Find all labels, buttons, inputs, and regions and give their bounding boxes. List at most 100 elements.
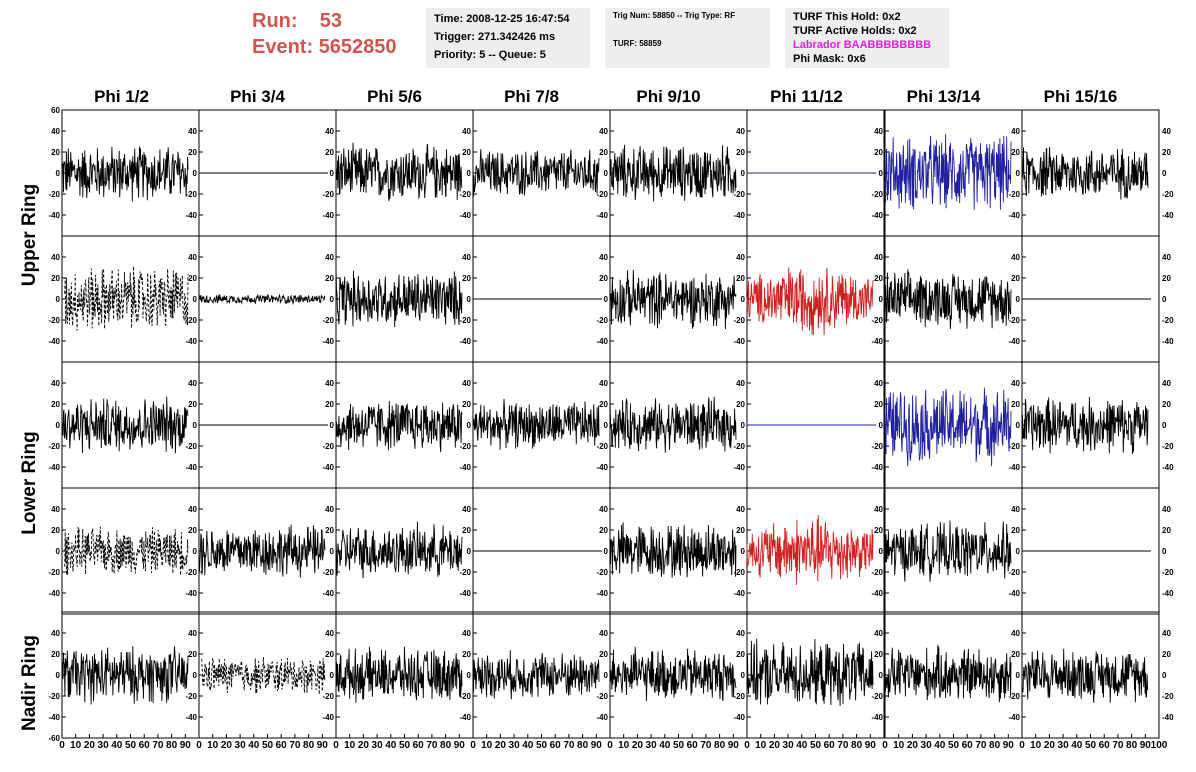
ytick-label: -40: [459, 463, 471, 472]
ytick-label: 0: [330, 421, 335, 430]
ytick-label: 0: [1016, 671, 1021, 680]
ytick-label: -20: [733, 442, 745, 451]
run-event-block: Run: 53 Event: 5652850: [252, 8, 397, 60]
xtick-label: 10: [1030, 740, 1042, 751]
ytick-label: -20: [871, 568, 883, 577]
xtick-label: 10: [893, 740, 905, 751]
ytick-label: -20: [1008, 692, 1020, 701]
ytick-label: 0: [56, 671, 61, 680]
ytick-label: 40: [325, 127, 334, 136]
ytick-label: 20: [599, 526, 608, 535]
ytick-label: -40: [48, 337, 60, 346]
turf-active-holds-text: TURF Active Holds: 0x2: [793, 25, 917, 37]
panel-r4-c5-waveform: [609, 522, 737, 578]
ytick-label: 20: [599, 400, 608, 409]
ytick-label: 20: [462, 650, 471, 659]
ytick-label-right: 0: [1162, 671, 1167, 680]
ytick-label: -40: [733, 589, 745, 598]
run-row: Run: 53: [252, 8, 397, 34]
ytick-label-right: -40: [1162, 211, 1174, 220]
ytick-label: 0: [604, 671, 609, 680]
xtick-label: 0: [744, 740, 750, 751]
xtick-label: 60: [1099, 740, 1111, 751]
xtick-label: 0: [607, 740, 613, 751]
ytick-label: 0: [467, 169, 472, 178]
event-value: 5652850: [318, 36, 397, 58]
ytick-label: -20: [733, 692, 745, 701]
ytick-label: -40: [322, 337, 334, 346]
ytick-label: 40: [736, 629, 745, 638]
xtick-label: 40: [111, 740, 123, 751]
xtick-label: 40: [522, 740, 534, 751]
xtick-label: 70: [975, 740, 987, 751]
ytick-label: 40: [1011, 127, 1020, 136]
ytick-label: -20: [322, 442, 334, 451]
ytick-label: 40: [736, 379, 745, 388]
turf-this-hold-text: TURF This Hold: 0x2: [793, 11, 901, 23]
ytick-label: 40: [51, 127, 60, 136]
panel-r2-c6-waveform: [746, 267, 874, 336]
ytick-label: 20: [325, 400, 334, 409]
xtick-label: 10: [70, 740, 82, 751]
ytick-label: 0: [56, 295, 61, 304]
ytick-label-right: -40: [1162, 713, 1174, 722]
ytick-label: 20: [325, 148, 334, 157]
ytick-label: 20: [462, 526, 471, 535]
panel-r2-c2-waveform: [198, 293, 326, 306]
ytick-label: -40: [871, 337, 883, 346]
ytick-label: 40: [462, 505, 471, 514]
xtick-label: 90: [865, 740, 877, 751]
ytick-label: 40: [462, 127, 471, 136]
xtick-label: 30: [372, 740, 384, 751]
ytick-label-right: 0: [1162, 295, 1167, 304]
ytick-label: 20: [188, 148, 197, 157]
xtick-label: 90: [1140, 740, 1152, 751]
phi-mask-text: Phi Mask: 0x6: [793, 53, 866, 65]
ytick-label-right: -40: [1162, 337, 1174, 346]
ytick-label: -20: [48, 190, 60, 199]
xtick-label: 20: [907, 740, 919, 751]
ytick-label: -20: [871, 442, 883, 451]
ytick-label: 20: [51, 650, 60, 659]
ytick-label: -40: [733, 337, 745, 346]
xtick-label: 80: [577, 740, 589, 751]
xtick-label: 40: [248, 740, 260, 751]
ytick-label: 0: [741, 421, 746, 430]
ytick-label: 0: [1016, 169, 1021, 178]
ytick-label: 20: [1011, 526, 1020, 535]
ytick-label-right: 40: [1162, 253, 1171, 262]
xtick-label: 100: [1151, 740, 1168, 751]
xtick-label: 40: [659, 740, 671, 751]
ytick-label: 20: [188, 400, 197, 409]
panel-r3-c5-waveform: [609, 396, 737, 453]
ytick-label: 20: [325, 650, 334, 659]
panel-r5-c1-waveform: [61, 646, 189, 705]
ytick-label: 40: [874, 253, 883, 262]
ytick-label: -40: [48, 713, 60, 722]
ytick-label: 40: [599, 253, 608, 262]
xtick-label: 40: [934, 740, 946, 751]
xtick-label: 20: [1044, 740, 1056, 751]
ytick-label: 40: [325, 629, 334, 638]
ytick-label-right: 20: [1162, 148, 1171, 157]
ytick-label-right: -20: [1162, 442, 1174, 451]
ytick-label: -40: [871, 589, 883, 598]
xtick-label: 90: [1003, 740, 1015, 751]
ytick-label: 0: [56, 421, 61, 430]
run-label: Run:: [252, 10, 298, 32]
ytick-label: -20: [48, 692, 60, 701]
ytick-label: 0: [467, 547, 472, 556]
ytick-label: 40: [462, 379, 471, 388]
xtick-label: 30: [509, 740, 521, 751]
panel-r2-c7-waveform: [884, 269, 1012, 329]
panel-r4-c7-waveform: [884, 520, 1012, 582]
ytick-label: -40: [185, 463, 197, 472]
ytick-label: 20: [736, 148, 745, 157]
ytick-label: -40: [1008, 211, 1020, 220]
ytick-label: -20: [322, 568, 334, 577]
ytick-label-right: 20: [1162, 400, 1171, 409]
xtick-label: 30: [921, 740, 933, 751]
xtick-label: 10: [618, 740, 630, 751]
turf-info-box: TURF This Hold: 0x2 TURF Active Holds: 0…: [785, 8, 949, 68]
xtick-label: 50: [536, 740, 548, 751]
